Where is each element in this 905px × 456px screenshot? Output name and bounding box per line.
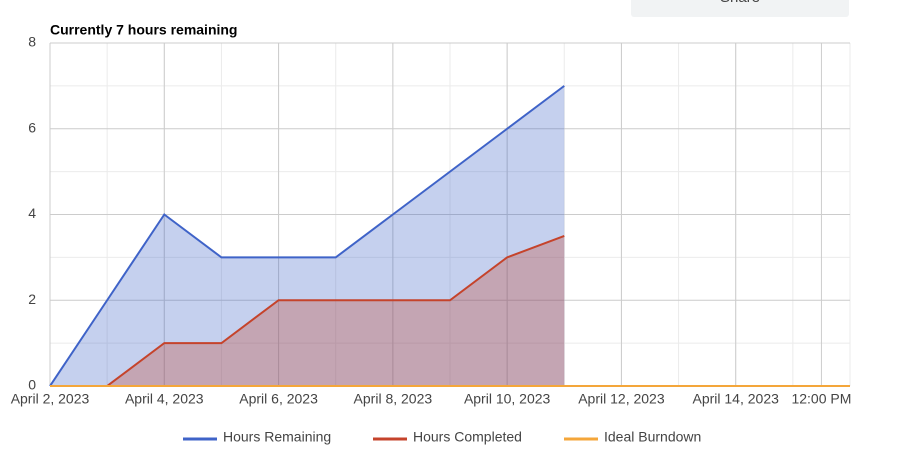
legend-label: Ideal Burndown [604,429,701,445]
x-tick-label: April 14, 2023 [693,391,780,407]
x-tick-label: 12:00 PM [791,391,851,407]
share-button[interactable]: Share [631,0,849,17]
x-tick-label: April 8, 2023 [354,391,433,407]
legend-label: Hours Remaining [223,429,331,445]
x-tick-label: April 12, 2023 [578,391,665,407]
y-tick-label: 6 [28,119,36,135]
chart-title: Currently 7 hours remaining [50,22,237,38]
x-tick-label: April 2, 2023 [11,391,90,407]
y-tick-label: 2 [28,291,36,307]
x-tick-label: April 10, 2023 [464,391,551,407]
series-line [50,235,565,387]
legend-label: Hours Completed [413,429,522,445]
y-tick-label: 0 [28,377,36,393]
area [50,235,565,386]
y-tick-label: 4 [28,205,36,221]
x-tick-label: April 6, 2023 [239,391,318,407]
x-tick-label: April 4, 2023 [125,391,204,407]
series-line [49,85,565,387]
y-tick-label: 8 [28,34,36,50]
area [50,85,565,386]
